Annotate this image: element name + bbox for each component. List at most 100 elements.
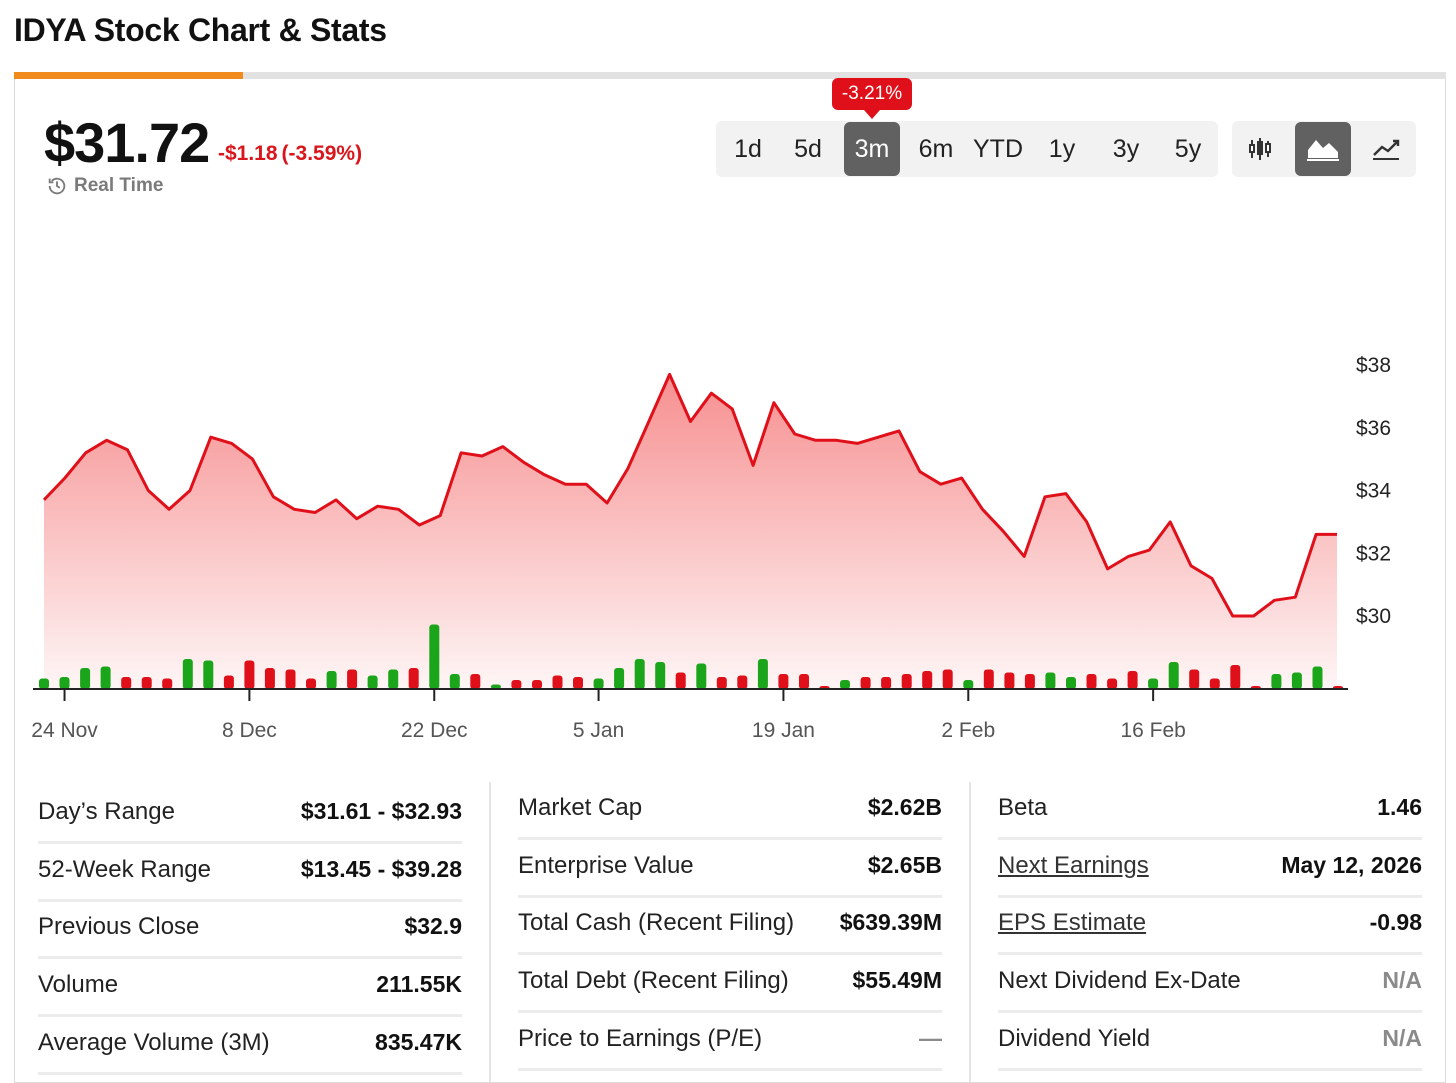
x-tick-label: 24 Nov [31,719,98,742]
stat-value: 835.47K [375,1029,462,1055]
volume-bar [1127,671,1138,689]
volume-bar [634,659,645,689]
candlestick-chart-button[interactable] [1232,121,1288,177]
range-5d-button[interactable]: 5d [794,135,822,163]
volume-bar [59,677,70,689]
stat-value: May 12, 2026 [1281,852,1422,878]
stat-row: Previous Close $32.9 [38,899,462,959]
volume-bar [881,677,892,689]
stat-label: Beta [998,794,1048,821]
volume-bar [532,680,542,689]
stat-label: Dividend Yield [998,1025,1151,1052]
stat-value: $639.39M [839,909,942,935]
volume-bar [922,671,933,689]
range-5y-button[interactable]: 5y [1174,135,1202,163]
volume-bar [1024,674,1035,689]
volume-bar [614,668,625,689]
stat-row: Next Earnings May 12, 2026 [998,838,1422,898]
volume-bar [1230,665,1241,689]
volume-bar [799,674,809,689]
stat-label: Day’s Range [38,798,175,825]
period-progress-fill [14,72,244,79]
volume-bar [1148,678,1159,689]
volume-bar [593,678,604,689]
volume-bar [778,674,789,689]
stat-value: $31.61 - $32.93 [300,798,462,824]
volume-bar [757,659,768,689]
page-title: IDYA Stock Chart & Stats [14,12,387,48]
period-progress-bar [14,72,1446,79]
line-chart-icon [1373,139,1400,160]
volume-bar [490,684,501,689]
y-tick-label: $30 [1356,605,1391,628]
volume-bar [244,660,255,689]
stat-value: N/A [1382,1025,1422,1051]
volume-bar [1209,678,1220,689]
stat-row: Market Cap $2.62B [518,780,942,840]
volume-bar [285,669,296,689]
stat-label: Total Debt (Recent Filing) [518,967,789,994]
range-1d-button[interactable]: 1d [734,135,762,163]
volume-bar [963,680,974,689]
stat-label: Enterprise Value [518,852,694,879]
stat-value: N/A [1382,967,1422,993]
x-tick-label: 19 Jan [752,719,815,742]
stat-row: Day’s Range $31.61 - $32.93 [38,784,462,844]
stat-value: $13.45 - $39.28 [300,856,462,882]
stat-row: Dividend Yield N/A [998,1011,1422,1071]
candlestick-icon [1249,138,1271,160]
range-6m-button[interactable]: 6m [918,135,954,163]
line-chart-button[interactable] [1358,121,1414,177]
volume-bar [264,668,275,689]
stat-row: Total Debt (Recent Filing) $55.49M [518,953,942,1013]
volume-bar [1291,672,1302,689]
range-1y-button[interactable]: 1y [1048,135,1076,163]
volume-bar [696,663,707,689]
chart-type-selector [1232,121,1416,177]
realtime-indicator: Real Time [46,175,163,197]
volume-bar [1271,674,1282,689]
stat-label: Next Dividend Ex-Date [998,967,1241,994]
volume-bar [1189,669,1200,689]
volume-bar [449,674,460,689]
stat-row: EPS Estimate -0.98 [998,895,1422,955]
x-tick-label: 22 Dec [401,719,468,742]
volume-bar [737,675,748,689]
volume-bar [1045,672,1056,689]
price-area-fill [44,374,1337,689]
history-icon [48,177,66,195]
price-change-abs: -$1.18 [218,142,278,165]
volume-bar [860,677,871,689]
volume-bar [470,674,481,689]
stat-label-link[interactable]: Next Earnings [998,852,1149,879]
price-area-chart[interactable]: 24 Nov 8 Dec 22 Dec 5 Jan 19 Jan 2 Feb 16 Feb $… [0,0,1456,760]
stat-value: $2.65B [867,852,942,878]
price-change-pct: (-3.59%) [281,142,363,165]
volume-bar [429,624,440,689]
stat-row: Price to Earnings (P/E) — [518,1011,942,1071]
stat-row: 52-Week Range $13.45 - $39.28 [38,842,462,902]
range-ytd-button[interactable]: YTD [973,135,1023,163]
volume-bar [223,675,234,689]
stat-value: $2.62B [867,794,942,820]
volume-bar [1066,677,1076,689]
stat-label-link[interactable]: EPS Estimate [998,909,1147,936]
volume-bar [121,677,132,689]
range-3m-button[interactable]: 3m [844,122,900,176]
volume-bar [162,678,173,689]
stat-row: Volume 211.55K [38,957,462,1017]
volume-bar [552,675,563,689]
stat-label: Volume [38,971,119,998]
stat-value: 211.55K [376,971,462,997]
x-tick-label: 16 Feb [1120,719,1185,742]
range-3y-button[interactable]: 3y [1112,135,1140,163]
stat-row: Enterprise Value $2.65B [518,838,942,898]
volume-bar [367,675,378,689]
volume-bar [573,677,583,689]
stat-value: — [919,1025,942,1051]
volume-bar [80,668,91,689]
volume-bar [141,677,152,689]
x-tick-label: 8 Dec [222,719,277,742]
area-chart-button[interactable] [1295,122,1351,176]
price-line [42,372,1337,618]
